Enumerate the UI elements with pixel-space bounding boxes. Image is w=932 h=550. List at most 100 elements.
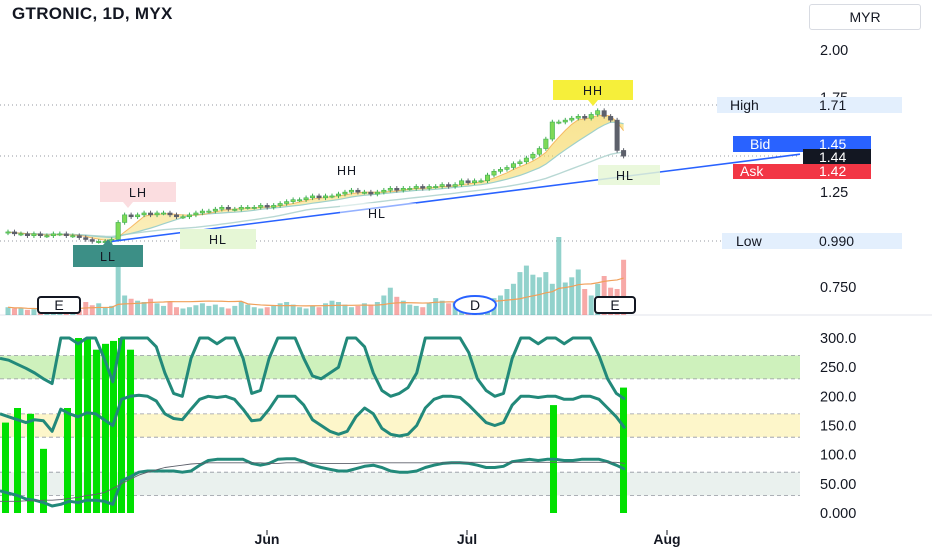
candle-body <box>582 116 588 119</box>
candle-body <box>323 195 329 199</box>
volume-bar <box>31 309 37 315</box>
candle-body <box>420 186 426 189</box>
candle-body <box>199 210 205 214</box>
volume-bar <box>271 305 277 315</box>
chart-title: GTRONIC, 1D, MYX <box>12 4 173 23</box>
candle-body <box>212 208 218 212</box>
svg-text:LL: LL <box>100 250 116 264</box>
volume-bar <box>329 300 335 315</box>
pattern-label-hh-faded: HH <box>310 160 386 180</box>
candle-body <box>290 199 296 202</box>
pattern-label-ll: LL <box>73 239 143 267</box>
candle-body <box>381 189 387 193</box>
candle-body <box>122 214 128 223</box>
indicator-bar <box>40 448 47 513</box>
candle-body <box>225 206 231 210</box>
volume-bar <box>562 282 568 315</box>
volume-bar <box>582 289 588 315</box>
volume-bar <box>569 277 575 315</box>
candle-body <box>24 233 30 237</box>
candle-body <box>180 216 186 219</box>
svg-text:Bid: Bid <box>750 136 770 152</box>
candle-body <box>96 241 102 243</box>
volume-bar <box>348 307 354 315</box>
candle-body <box>485 174 491 182</box>
earnings-marker[interactable]: E <box>37 296 81 314</box>
candle-body <box>342 191 348 195</box>
indicator-axis[interactable]: 300.0 250.0 200.0 150.0 100.0 50.00 0.000 <box>820 331 856 522</box>
volume-bar <box>523 265 529 315</box>
volume-bar <box>180 308 186 315</box>
candle-body <box>491 170 497 176</box>
candle-body <box>452 184 458 187</box>
indicator-bar <box>110 340 117 513</box>
candle-body <box>562 119 568 123</box>
svg-text:Low: Low <box>736 233 763 249</box>
indicator-bar <box>620 387 627 513</box>
candle-body <box>569 117 575 121</box>
volume-bar <box>420 307 426 315</box>
volume-bar <box>335 302 341 315</box>
indicator-bar <box>27 413 34 513</box>
candle-body <box>310 195 316 199</box>
volume-bar <box>316 307 322 315</box>
volume-bar <box>575 269 581 315</box>
svg-text:1.42: 1.42 <box>819 163 846 179</box>
volume-bar <box>310 305 316 315</box>
earnings-marker-upcoming[interactable]: E <box>594 296 636 314</box>
trendline[interactable] <box>111 153 801 243</box>
svg-text:LH: LH <box>129 186 147 200</box>
time-axis[interactable]: Jun Jul Aug <box>255 530 681 547</box>
currency-button[interactable]: MYR <box>809 4 921 30</box>
candle-body <box>348 189 354 193</box>
candle-body <box>536 148 542 155</box>
svg-text:HL: HL <box>209 233 227 247</box>
candle-body <box>601 110 607 117</box>
time-tick-label: Jul <box>457 531 477 547</box>
indicator-line <box>0 461 626 502</box>
indicator-bar <box>93 349 100 513</box>
candle-body <box>297 199 303 202</box>
dividend-marker[interactable]: D <box>453 295 497 315</box>
volume-bar <box>588 295 594 315</box>
candle-body <box>361 191 367 194</box>
candle-body <box>232 208 238 211</box>
candle-body <box>219 206 225 210</box>
volume-bar <box>621 259 627 315</box>
volume-bar <box>387 287 393 315</box>
volume-bar <box>368 304 374 315</box>
volume-bar <box>154 303 160 315</box>
candle-body <box>44 235 50 238</box>
volume-bar <box>232 305 238 315</box>
volume-bar <box>258 308 264 315</box>
svg-text:E: E <box>54 297 63 313</box>
candle-body <box>478 180 484 183</box>
pattern-label-hl: HL <box>180 229 256 249</box>
volume-bar <box>225 308 231 315</box>
volume-bar <box>601 276 607 315</box>
indicator-tick-label: 200.0 <box>820 389 856 405</box>
indicator-bar <box>14 408 21 513</box>
indicator-tick-label: 300.0 <box>820 331 856 347</box>
candle-body <box>556 121 562 124</box>
volume-bar <box>381 295 387 315</box>
candle-body <box>614 119 620 151</box>
candle-body <box>510 163 516 168</box>
svg-text:HL: HL <box>616 169 634 183</box>
svg-text:D: D <box>470 297 480 313</box>
svg-text:1.71: 1.71 <box>819 97 846 113</box>
candle-body <box>245 206 251 209</box>
low-price-label: Low 0.990 <box>722 233 902 249</box>
candle-body <box>621 150 627 157</box>
candle-body <box>439 184 445 187</box>
volume-bar <box>549 283 555 315</box>
candle-body <box>355 189 361 193</box>
volume-bar <box>303 308 309 315</box>
volume-bar <box>109 305 115 315</box>
price-tick-label: 0.750 <box>820 280 856 296</box>
svg-text:1.44: 1.44 <box>819 149 846 165</box>
volume-bar <box>11 308 17 315</box>
candle-body <box>400 188 406 191</box>
candle-body <box>173 214 179 218</box>
